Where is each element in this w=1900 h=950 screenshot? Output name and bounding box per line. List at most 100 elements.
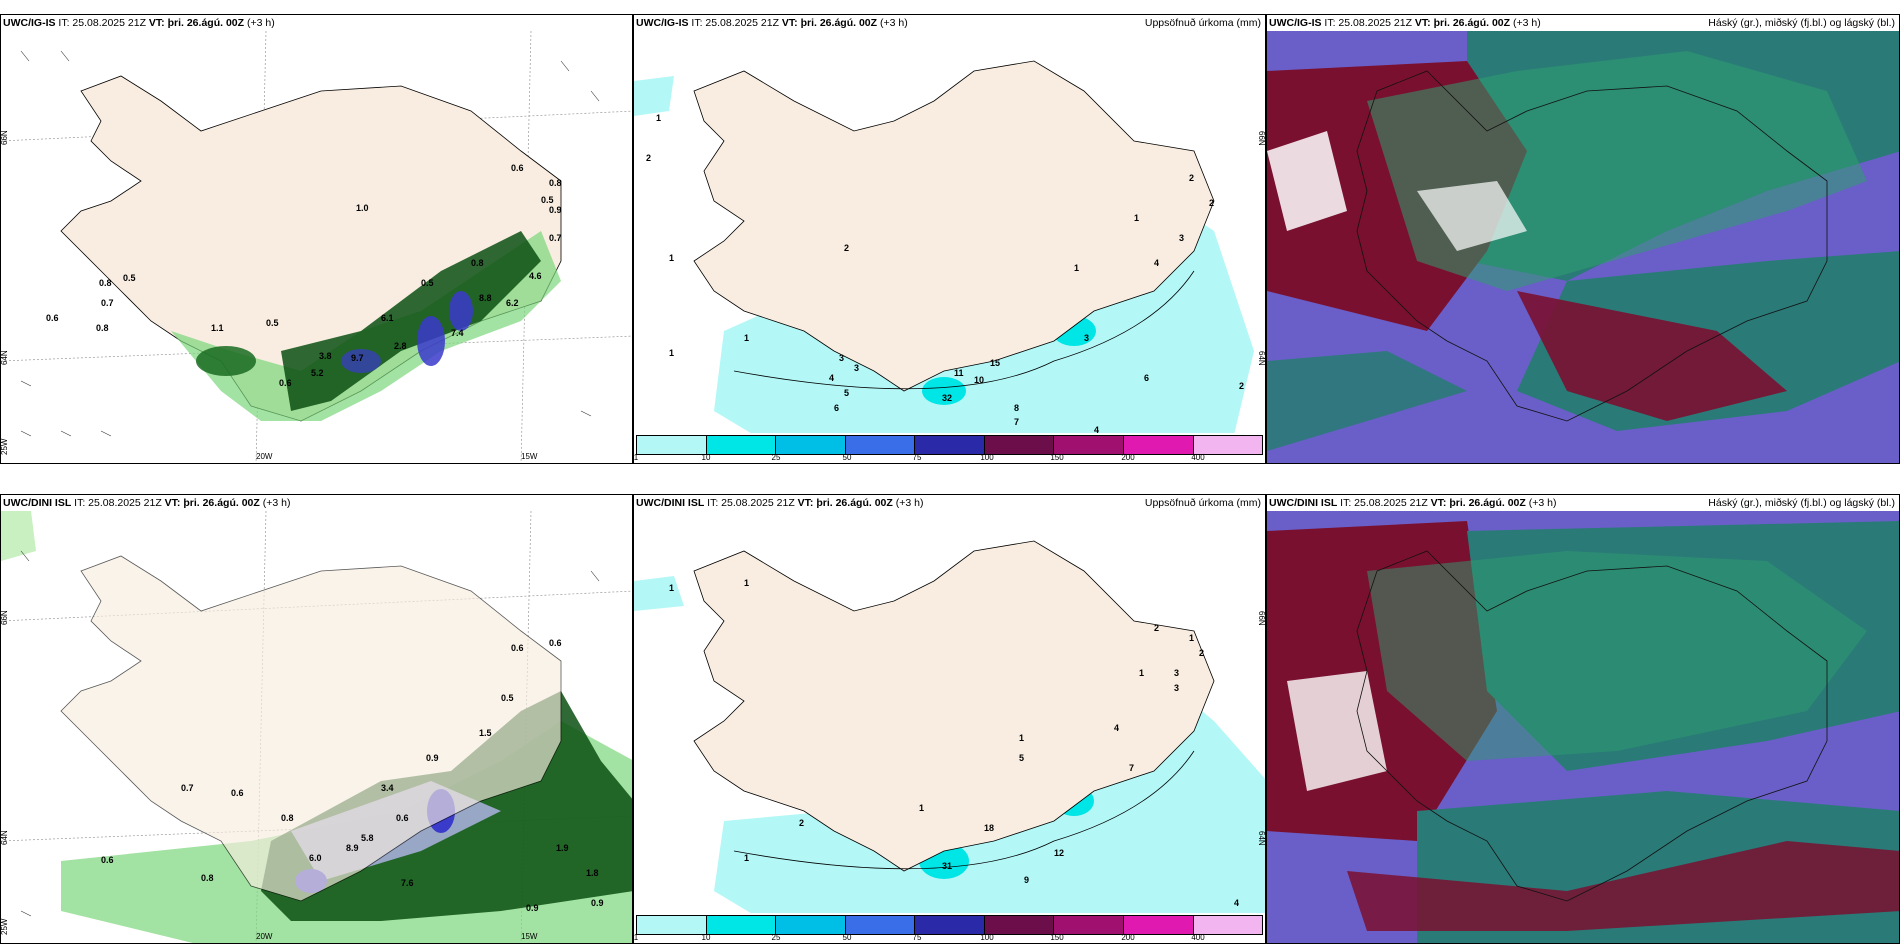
- svg-text:1: 1: [669, 348, 674, 358]
- svg-text:1: 1: [1074, 263, 1079, 273]
- svg-text:1: 1: [656, 113, 661, 123]
- scale-swatch: [845, 916, 916, 934]
- svg-text:2: 2: [1189, 173, 1194, 183]
- svg-text:7: 7: [1129, 763, 1134, 773]
- svg-text:6.1: 6.1: [381, 313, 394, 323]
- scale-swatch: [706, 916, 777, 934]
- scale-swatch: [706, 436, 777, 454]
- svg-text:0.7: 0.7: [549, 233, 562, 243]
- svg-text:1.1: 1.1: [211, 323, 224, 333]
- scale-swatch: [637, 916, 707, 934]
- svg-text:66N: 66N: [1257, 131, 1266, 146]
- svg-text:66N: 66N: [1257, 611, 1266, 626]
- svg-text:3.4: 3.4: [381, 783, 394, 793]
- wind-map: 0.6 0.6 0.7 0.8 0.6 0.8 0.9 3.4 0.6 5.8 …: [1, 511, 632, 943]
- scale-swatch: [776, 436, 846, 454]
- svg-text:0.5: 0.5: [541, 195, 554, 205]
- precip-color-scale: 1 10 25 50 75 100 150 200 400: [634, 433, 1265, 463]
- svg-text:64N: 64N: [1257, 831, 1266, 846]
- precip-map: 1 1 1 2 18 31 12 9 5 1 4 7 3 1 2 3 2 1 1…: [634, 540, 1266, 915]
- svg-text:0.8: 0.8: [549, 178, 562, 188]
- svg-text:10: 10: [974, 375, 984, 385]
- svg-text:0.6: 0.6: [396, 813, 409, 823]
- svg-text:2: 2: [1239, 381, 1244, 391]
- svg-text:20W: 20W: [256, 452, 273, 461]
- svg-text:0.8: 0.8: [201, 873, 214, 883]
- panel-clouds-igis: UWC/IG-IS IT: 25.08.2025 21Z VT: þri. 26…: [1266, 14, 1900, 464]
- panel-title: UWC/IG-IS IT: 25.08.2025 21Z VT: þri. 26…: [3, 17, 275, 29]
- svg-text:0.6: 0.6: [46, 313, 59, 323]
- panel-wind-igis: UWC/IG-IS IT: 25.08.2025 21Z VT: þri. 26…: [0, 14, 633, 464]
- scale-swatch: [1054, 436, 1124, 454]
- scale-swatch: [1193, 436, 1263, 454]
- svg-text:3: 3: [1174, 668, 1179, 678]
- svg-text:0.9: 0.9: [526, 903, 539, 913]
- svg-text:0.5: 0.5: [501, 693, 514, 703]
- panel-field-label: Uppsöfnuð úrkoma (mm): [1144, 497, 1261, 509]
- svg-text:0.6: 0.6: [549, 638, 562, 648]
- svg-text:0.6: 0.6: [511, 163, 524, 173]
- cloud-map: [1267, 511, 1899, 943]
- panel-precip-dini: UWC/DINI ISL IT: 25.08.2025 21Z VT: þri.…: [633, 494, 1266, 944]
- panel-wind-dini: UWC/DINI ISL IT: 25.08.2025 21Z VT: þri.…: [0, 494, 633, 944]
- panel-title: UWC/IG-IS IT: 25.08.2025 21Z VT: þri. 26…: [636, 17, 908, 29]
- panel-clouds-dini: UWC/DINI ISL IT: 25.08.2025 21Z VT: þri.…: [1266, 494, 1900, 944]
- svg-text:3.8: 3.8: [319, 351, 332, 361]
- svg-text:0.9: 0.9: [591, 898, 604, 908]
- svg-text:9.7: 9.7: [351, 353, 364, 363]
- wind-map: 0.6 0.8 0.5 0.9 0.7 1.0 0.8 0.5 0.7 0.6 …: [1, 31, 632, 463]
- panel-field-label: Uppsöfnuð úrkoma (mm): [1144, 17, 1261, 29]
- precip-map: 1 2 1 2 1 3 4 5 6 3 11 10 15 32 8 7 4 6 …: [634, 60, 1266, 435]
- svg-text:8.8: 8.8: [479, 293, 492, 303]
- svg-text:64N: 64N: [1, 350, 9, 365]
- scale-swatch: [915, 436, 985, 454]
- svg-text:8: 8: [1014, 403, 1019, 413]
- svg-text:1.5: 1.5: [479, 728, 492, 738]
- svg-text:18: 18: [984, 823, 994, 833]
- svg-text:2: 2: [1199, 648, 1204, 658]
- svg-text:1.9: 1.9: [556, 843, 569, 853]
- svg-text:5.8: 5.8: [361, 833, 374, 843]
- svg-text:5.2: 5.2: [311, 368, 324, 378]
- svg-text:6.0: 6.0: [309, 853, 322, 863]
- scale-swatch: [1054, 916, 1124, 934]
- svg-text:3: 3: [1084, 333, 1089, 343]
- svg-text:0.6: 0.6: [279, 378, 292, 388]
- panel-title: UWC/DINI ISL IT: 25.08.2025 21Z VT: þri.…: [1269, 497, 1557, 509]
- scale-swatch: [776, 916, 846, 934]
- svg-text:1: 1: [744, 333, 749, 343]
- svg-text:3: 3: [1174, 683, 1179, 693]
- svg-text:1: 1: [1134, 213, 1139, 223]
- svg-text:8.9: 8.9: [346, 843, 359, 853]
- svg-text:4: 4: [1094, 425, 1099, 435]
- svg-text:4: 4: [1114, 723, 1119, 733]
- svg-text:64N: 64N: [1, 830, 9, 845]
- svg-text:5: 5: [844, 388, 849, 398]
- svg-text:1.8: 1.8: [586, 868, 599, 878]
- svg-text:1: 1: [919, 803, 924, 813]
- svg-text:0.6: 0.6: [231, 788, 244, 798]
- svg-text:66N: 66N: [1, 130, 9, 145]
- svg-text:31: 31: [942, 861, 952, 871]
- svg-text:64N: 64N: [1257, 351, 1266, 366]
- svg-text:1: 1: [744, 578, 749, 588]
- svg-text:3: 3: [839, 353, 844, 363]
- svg-text:6: 6: [834, 403, 839, 413]
- panel-precip-igis: UWC/IG-IS IT: 25.08.2025 21Z VT: þri. 26…: [633, 14, 1266, 464]
- svg-text:32: 32: [942, 393, 952, 403]
- svg-text:3: 3: [854, 363, 859, 373]
- svg-text:15: 15: [990, 358, 1000, 368]
- svg-text:7: 7: [1014, 417, 1019, 427]
- svg-text:2: 2: [1209, 198, 1214, 208]
- scale-swatch: [637, 436, 707, 454]
- svg-text:25W: 25W: [1, 918, 9, 935]
- svg-text:0.6: 0.6: [101, 855, 114, 865]
- scale-swatch: [984, 436, 1055, 454]
- svg-text:1: 1: [1019, 733, 1024, 743]
- svg-text:0.6: 0.6: [511, 643, 524, 653]
- svg-text:2: 2: [844, 243, 849, 253]
- scale-swatch: [984, 916, 1055, 934]
- svg-text:6.2: 6.2: [506, 298, 519, 308]
- svg-text:4: 4: [1154, 258, 1159, 268]
- svg-text:2.8: 2.8: [394, 341, 407, 351]
